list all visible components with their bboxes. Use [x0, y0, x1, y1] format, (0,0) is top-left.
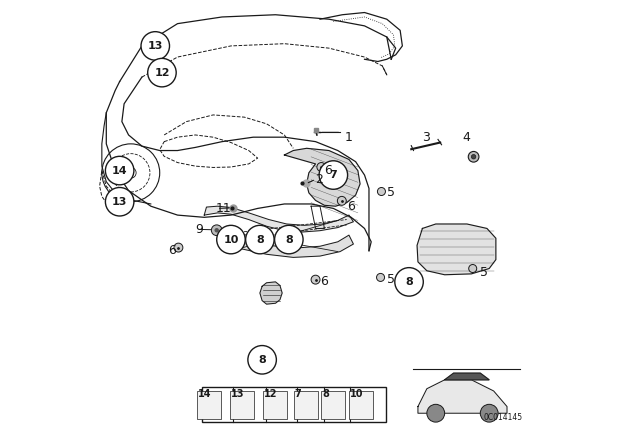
FancyBboxPatch shape [349, 391, 373, 419]
Circle shape [141, 32, 170, 60]
FancyBboxPatch shape [294, 391, 318, 419]
FancyBboxPatch shape [321, 391, 346, 419]
Text: 5: 5 [387, 273, 395, 286]
Polygon shape [418, 380, 507, 413]
Text: 0C014145: 0C014145 [483, 413, 523, 422]
Text: 7: 7 [294, 389, 301, 399]
Text: 5: 5 [480, 267, 488, 280]
Text: 12: 12 [264, 389, 278, 399]
FancyBboxPatch shape [230, 391, 254, 419]
Text: 10: 10 [223, 235, 239, 245]
Polygon shape [204, 206, 353, 232]
Text: 13: 13 [112, 197, 127, 207]
Circle shape [217, 225, 245, 254]
Text: 2: 2 [316, 173, 323, 186]
Circle shape [317, 163, 326, 172]
Text: 6: 6 [324, 164, 332, 177]
Circle shape [337, 196, 346, 205]
Text: 11: 11 [216, 202, 231, 215]
Circle shape [376, 273, 385, 281]
Circle shape [148, 58, 176, 87]
Circle shape [214, 228, 219, 233]
Circle shape [395, 267, 423, 296]
Circle shape [468, 151, 479, 162]
Text: 6: 6 [168, 244, 177, 257]
Circle shape [275, 225, 303, 254]
Text: 8: 8 [322, 389, 329, 399]
Circle shape [106, 188, 134, 216]
Polygon shape [284, 148, 360, 206]
Circle shape [472, 155, 476, 159]
Circle shape [106, 156, 134, 185]
Text: 8: 8 [259, 355, 266, 365]
Text: 5: 5 [387, 186, 395, 199]
Text: 1: 1 [344, 131, 353, 144]
Circle shape [248, 345, 276, 374]
Polygon shape [260, 282, 282, 304]
Circle shape [174, 243, 183, 252]
Text: 4: 4 [463, 131, 470, 144]
Text: 14: 14 [112, 166, 127, 176]
Text: 14: 14 [198, 389, 211, 399]
Polygon shape [417, 224, 496, 275]
Circle shape [311, 275, 320, 284]
Polygon shape [445, 373, 489, 380]
Text: 8: 8 [285, 235, 292, 245]
Text: 8: 8 [405, 277, 413, 287]
Polygon shape [222, 234, 353, 258]
Text: 10: 10 [350, 389, 364, 399]
Text: 9: 9 [195, 223, 204, 236]
Circle shape [378, 188, 385, 195]
Text: 3: 3 [422, 131, 430, 144]
Text: 13: 13 [231, 389, 244, 399]
Text: 13: 13 [148, 41, 163, 51]
FancyBboxPatch shape [196, 391, 221, 419]
FancyBboxPatch shape [264, 391, 287, 419]
Text: 12: 12 [154, 68, 170, 78]
Text: 8: 8 [256, 235, 264, 245]
Circle shape [319, 161, 348, 189]
Circle shape [480, 404, 498, 422]
Text: 6: 6 [347, 200, 355, 213]
Text: 6: 6 [320, 276, 328, 289]
Text: 7: 7 [330, 170, 337, 180]
Circle shape [211, 225, 222, 236]
Circle shape [468, 264, 477, 272]
Circle shape [427, 404, 445, 422]
Circle shape [246, 225, 274, 254]
